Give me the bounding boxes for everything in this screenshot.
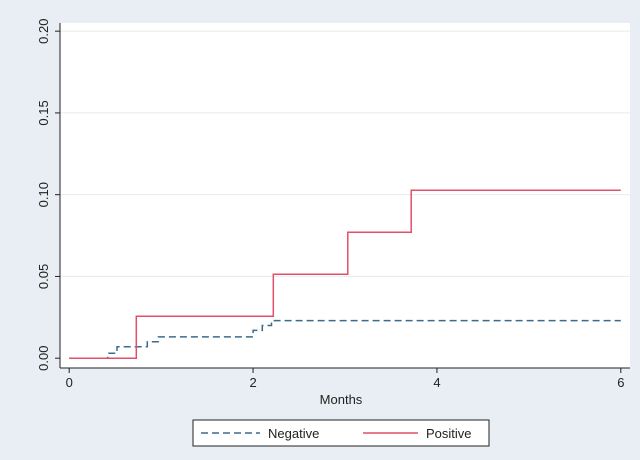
x-axis: 0 2 4 6: [66, 368, 624, 390]
x-tick-label: 2: [249, 375, 256, 390]
x-tick-label: 0: [66, 375, 73, 390]
y-tick-label: 0.20: [36, 19, 51, 44]
plot-area: [60, 23, 630, 368]
x-axis-title: Months: [320, 392, 363, 407]
legend: Negative Positive: [192, 419, 490, 447]
series-line-positive: [69, 189, 621, 359]
x-tick-label: 6: [617, 375, 624, 390]
y-axis: 0.00 0.05 0.10 0.15 0.20: [36, 19, 60, 371]
y-tick-label: 0.15: [36, 100, 51, 125]
legend-label-positive: Positive: [426, 426, 472, 441]
y-tick-label: 0.05: [36, 264, 51, 289]
grid: [60, 30, 630, 277]
legend-label-negative: Negative: [268, 426, 319, 441]
legend-box: [192, 419, 490, 447]
series-line-negative: [69, 319, 621, 359]
y-tick-label: 0.00: [36, 346, 51, 371]
x-tick-label: 4: [433, 375, 440, 390]
series-lines: [69, 189, 621, 359]
y-tick-label: 0.10: [36, 182, 51, 207]
